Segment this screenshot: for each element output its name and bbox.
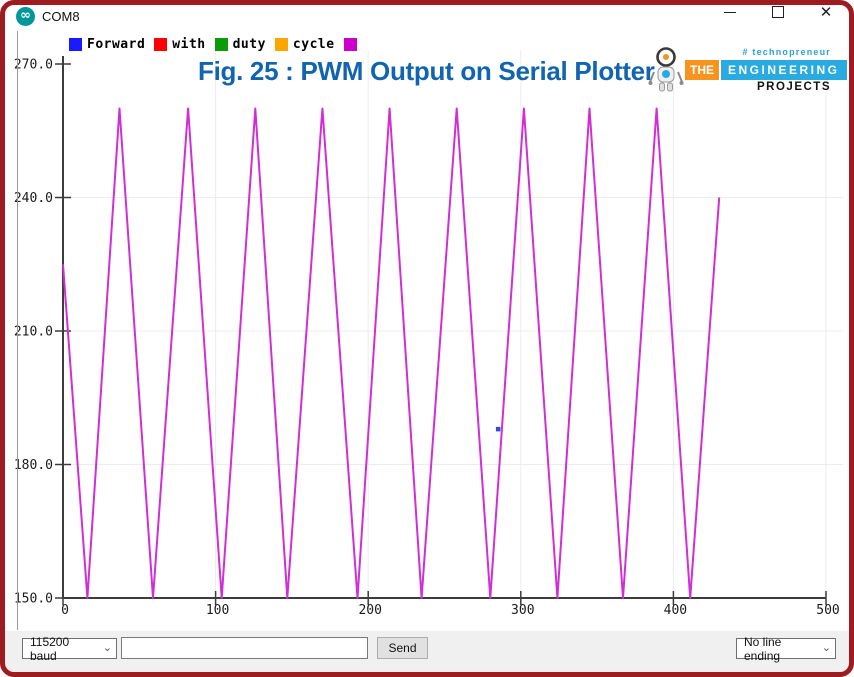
legend-item-series4 [343,38,362,51]
arduino-logo-icon: ∞ [16,7,35,26]
series-legend: Forward with duty cycle [69,37,371,52]
logo-word-projects: PROJECTS [757,81,831,93]
line-ending-select[interactable]: No line ending ⌄ [736,635,836,663]
x-tick-label: 200 [358,603,381,618]
logo-word-engineering: ENGINEERING [721,60,847,80]
canvas-left-edge [17,30,18,630]
serial-send-input[interactable] [121,637,368,659]
legend-item-with: with [154,37,205,52]
baud-rate-select[interactable]: 115200 baud ⌄ [22,635,117,663]
serial-bottom-bar: 115200 baud ⌄ Send No line ending ⌄ [4,631,850,672]
x-tick-label: 300 [511,603,534,618]
legend-swatch-icon [274,38,288,51]
legend-label: duty [232,37,266,52]
legend-label: with [172,37,206,52]
legend-item-cycle: cycle [274,37,335,52]
chevron-down-icon: ⌄ [102,642,112,654]
minimize-icon [724,11,736,13]
minimize-button[interactable] [714,0,746,24]
logo-tagline: # technopreneur [742,47,831,57]
legend-swatch-icon [69,38,82,51]
y-tick-label: 210.0 [14,325,53,340]
legend-swatch-icon [343,38,357,51]
y-tick-label: 180.0 [14,458,53,473]
window-title: COM8 [42,9,80,24]
legend-label: Forward [87,37,146,52]
robot-mascot-icon [648,47,684,92]
x-tick-label: 100 [206,603,229,618]
y-tick-label: 270.0 [14,58,53,73]
stray-data-point [495,426,501,432]
line-ending-value: No line ending [744,634,782,663]
figure-caption: Fig. 25 : PWM Output on Serial Plotter [198,56,655,86]
x-tick-label: 500 [816,603,839,618]
chevron-down-icon: ⌄ [821,642,831,654]
close-button[interactable]: ✕ [810,0,842,24]
title-bar: ∞ COM8 [5,5,849,31]
logo-word-the: THE [685,60,719,80]
baud-rate-value: 115200 baud [30,634,70,663]
maximize-button[interactable] [762,0,794,24]
pwm-triangle-wave [62,107,721,599]
legend-swatch-icon [154,38,168,51]
y-tick-label: 150.0 [14,592,53,607]
send-button[interactable]: Send [377,637,428,659]
maximize-icon [772,6,784,18]
legend-item-duty: duty [214,37,266,52]
legend-swatch-icon [214,38,228,51]
y-tick-label: 240.0 [14,191,53,206]
engineering-projects-logo: # technopreneur THE ENGINEERING PROJECTS [648,44,847,98]
legend-item-Forward: Forward [69,37,145,52]
close-icon: ✕ [819,3,833,21]
x-tick-label: 0 [61,603,69,618]
x-tick-label: 400 [664,603,687,618]
legend-label: cycle [292,37,335,52]
